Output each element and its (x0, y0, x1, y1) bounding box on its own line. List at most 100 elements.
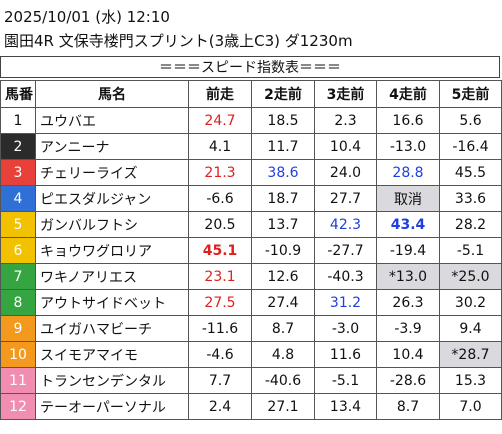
speed-index: -27.7 (314, 237, 377, 264)
speed-index: -40.3 (314, 263, 377, 290)
horse-name: アンニーナ (35, 133, 189, 160)
speed-index: 31.2 (314, 289, 377, 316)
horse-number: 7 (0, 263, 36, 290)
horse-number: 11 (0, 367, 36, 394)
speed-index: *25.0 (439, 263, 502, 290)
speed-table: 馬番 馬名 前走 2走前 3走前 4走前 5走前 1 ユウバエ 24.7 18.5 2.3 16.6 5… (0, 80, 502, 420)
speed-index: -4.6 (188, 341, 252, 368)
speed-index: 9.4 (439, 315, 502, 342)
speed-index: 42.3 (314, 211, 377, 238)
speed-index: 8.7 (376, 393, 440, 420)
speed-index: 4.8 (251, 341, 315, 368)
speed-index: -13.0 (376, 133, 440, 160)
horse-number: 3 (0, 159, 36, 186)
speed-index: 26.3 (376, 289, 440, 316)
speed-index: 11.6 (314, 341, 377, 368)
horse-number: 10 (0, 341, 36, 368)
horse-number: 5 (0, 211, 36, 238)
speed-index: *13.0 (376, 263, 440, 290)
horse-number: 4 (0, 185, 36, 212)
speed-index: -5.1 (439, 237, 502, 264)
speed-index: -10.9 (251, 237, 315, 264)
speed-index: -11.6 (188, 315, 252, 342)
speed-index: 16.6 (376, 107, 440, 134)
speed-index: 13.7 (251, 211, 315, 238)
horse-row: 7 ワキノアリエス 23.1 12.6 -40.3 *13.0 *25.0 (0, 263, 502, 290)
horse-row: 6 キョウワグロリア 45.1 -10.9 -27.7 -19.4 -5.1 (0, 237, 502, 264)
horse-row: 4 ピエスダルジャン -6.6 18.7 27.7 取消 33.6 (0, 185, 502, 212)
horse-number: 6 (0, 237, 36, 264)
speed-index: 33.6 (439, 185, 502, 212)
horse-number: 9 (0, 315, 36, 342)
speed-index: 24.7 (188, 107, 252, 134)
speed-index: 2.4 (188, 393, 252, 420)
horse-number: 2 (0, 133, 36, 160)
speed-index: 12.6 (251, 263, 315, 290)
speed-index: -16.4 (439, 133, 502, 160)
horse-row: 1 ユウバエ 24.7 18.5 2.3 16.6 5.6 (0, 107, 502, 134)
header-row: 馬番 馬名 前走 2走前 3走前 4走前 5走前 (0, 80, 502, 108)
speed-index: -19.4 (376, 237, 440, 264)
horse-name: ワキノアリエス (35, 263, 189, 290)
horse-row: 12 テーオーパーソナル 2.4 27.1 13.4 8.7 7.0 (0, 393, 502, 420)
horse-row: 11 トランセンデンタル 7.7 -40.6 -5.1 -28.6 15.3 (0, 367, 502, 394)
horse-number: 1 (0, 107, 36, 134)
speed-index: 45.1 (188, 237, 252, 264)
speed-index: 8.7 (251, 315, 315, 342)
speed-index: 27.1 (251, 393, 315, 420)
speed-index: 43.4 (376, 211, 440, 238)
horse-name: ユイガハマビーチ (35, 315, 189, 342)
column-header: 4走前 (376, 80, 440, 108)
speed-index: 11.7 (251, 133, 315, 160)
horse-row: 9 ユイガハマビーチ -11.6 8.7 -3.0 -3.9 9.4 (0, 315, 502, 342)
horse-row: 5 ガンバルフトシ 20.5 13.7 42.3 43.4 28.2 (0, 211, 502, 238)
horse-name: チェリーライズ (35, 159, 189, 186)
column-header: 2走前 (251, 80, 315, 108)
speed-index: 15.3 (439, 367, 502, 394)
horse-name: トランセンデンタル (35, 367, 189, 394)
horse-name: スイモアマイモ (35, 341, 189, 368)
speed-index: 20.5 (188, 211, 252, 238)
speed-index: 取消 (376, 185, 440, 212)
speed-index: 30.2 (439, 289, 502, 316)
speed-index: 38.6 (251, 159, 315, 186)
column-header: 5走前 (439, 80, 502, 108)
speed-index: 21.3 (188, 159, 252, 186)
horse-number: 12 (0, 393, 36, 420)
horse-name: キョウワグロリア (35, 237, 189, 264)
horse-number: 8 (0, 289, 36, 316)
speed-index: -40.6 (251, 367, 315, 394)
horse-name: テーオーパーソナル (35, 393, 189, 420)
speed-index: 45.5 (439, 159, 502, 186)
column-header: 前走 (188, 80, 252, 108)
speed-index: *28.7 (439, 341, 502, 368)
column-header: 馬番 (0, 80, 36, 108)
horse-row: 10 スイモアマイモ -4.6 4.8 11.6 10.4 *28.7 (0, 341, 502, 368)
speed-index: 7.0 (439, 393, 502, 420)
speed-index: 27.5 (188, 289, 252, 316)
speed-index: -6.6 (188, 185, 252, 212)
speed-index: 13.4 (314, 393, 377, 420)
speed-index: -3.0 (314, 315, 377, 342)
speed-index: 18.7 (251, 185, 315, 212)
table-title: ＝＝＝スピード指数表＝＝＝ (0, 56, 500, 78)
speed-index: -3.9 (376, 315, 440, 342)
horse-name: アウトサイドベット (35, 289, 189, 316)
speed-index: 28.2 (439, 211, 502, 238)
race-line: 園田4R 文保寺楼門スプリント(3歳上C3) ダ1230m (4, 32, 353, 50)
horse-name: ユウバエ (35, 107, 189, 134)
speed-index: -5.1 (314, 367, 377, 394)
speed-index: 27.7 (314, 185, 377, 212)
speed-index: 5.6 (439, 107, 502, 134)
speed-index: 28.8 (376, 159, 440, 186)
horse-row: 2 アンニーナ 4.1 11.7 10.4 -13.0 -16.4 (0, 133, 502, 160)
speed-index: 4.1 (188, 133, 252, 160)
speed-index: 24.0 (314, 159, 377, 186)
speed-index: 18.5 (251, 107, 315, 134)
horse-name: ピエスダルジャン (35, 185, 189, 212)
column-header: 3走前 (314, 80, 377, 108)
speed-index: 10.4 (314, 133, 377, 160)
horse-name: ガンバルフトシ (35, 211, 189, 238)
speed-index: 27.4 (251, 289, 315, 316)
